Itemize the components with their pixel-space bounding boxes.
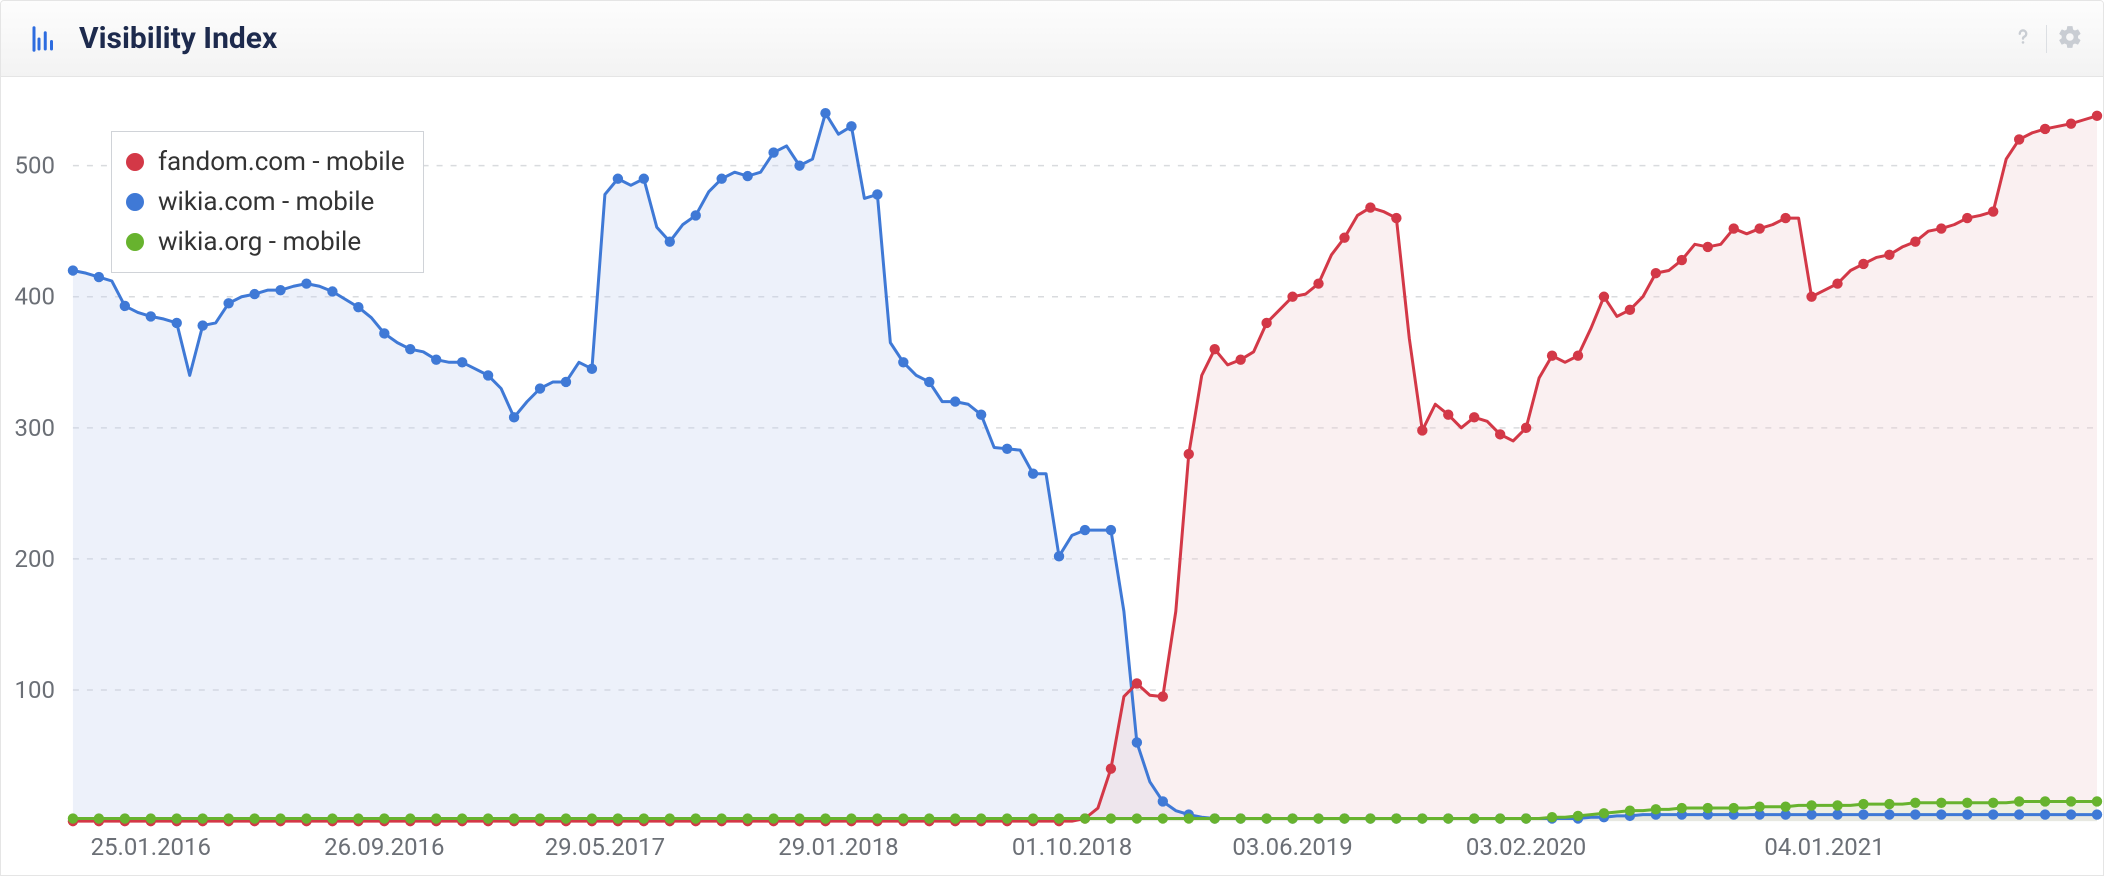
legend-label: fandom.com - mobile — [158, 147, 405, 177]
legend-marker — [126, 153, 144, 171]
panel-header: Visibility Index — [1, 1, 2103, 77]
visibility-index-panel: Visibility Index 100 200 300 400 500 25.01.20… — [0, 0, 2104, 876]
legend-item[interactable]: wikia.org - mobile — [126, 222, 405, 262]
svg-text:03.06.2019: 03.06.2019 — [1232, 833, 1352, 861]
svg-text:04.01.2021: 04.01.2021 — [1764, 833, 1884, 861]
help-icon[interactable] — [2010, 24, 2036, 54]
legend-marker — [126, 193, 144, 211]
gear-icon[interactable] — [2057, 24, 2083, 54]
svg-text:400: 400 — [15, 283, 55, 311]
svg-text:25.01.2016: 25.01.2016 — [91, 833, 211, 861]
panel-title: Visibility Index — [79, 21, 277, 56]
legend-item[interactable]: fandom.com - mobile — [126, 142, 405, 182]
legend-marker — [126, 233, 144, 251]
svg-text:200: 200 — [15, 545, 55, 573]
header-divider — [2046, 25, 2047, 53]
chart-legend: fandom.com - mobile wikia.com - mobile wik… — [111, 131, 424, 273]
legend-label: wikia.org - mobile — [158, 227, 361, 257]
svg-text:500: 500 — [15, 152, 55, 180]
svg-text:03.02.2020: 03.02.2020 — [1466, 833, 1586, 861]
svg-text:26.09.2016: 26.09.2016 — [324, 833, 444, 861]
svg-text:01.10.2018: 01.10.2018 — [1012, 833, 1132, 861]
legend-label: wikia.com - mobile — [158, 187, 374, 217]
svg-text:29.05.2017: 29.05.2017 — [545, 833, 665, 861]
panel-header-actions — [2010, 1, 2083, 76]
legend-item[interactable]: wikia.com - mobile — [126, 182, 405, 222]
chart-area: 100 200 300 400 500 25.01.2016 26.09.2016 29.05… — [1, 77, 2103, 875]
svg-text:29.01.2018: 29.01.2018 — [778, 833, 898, 861]
svg-text:300: 300 — [15, 414, 55, 442]
svg-text:100: 100 — [15, 676, 55, 704]
bar-chart-icon — [29, 24, 59, 54]
